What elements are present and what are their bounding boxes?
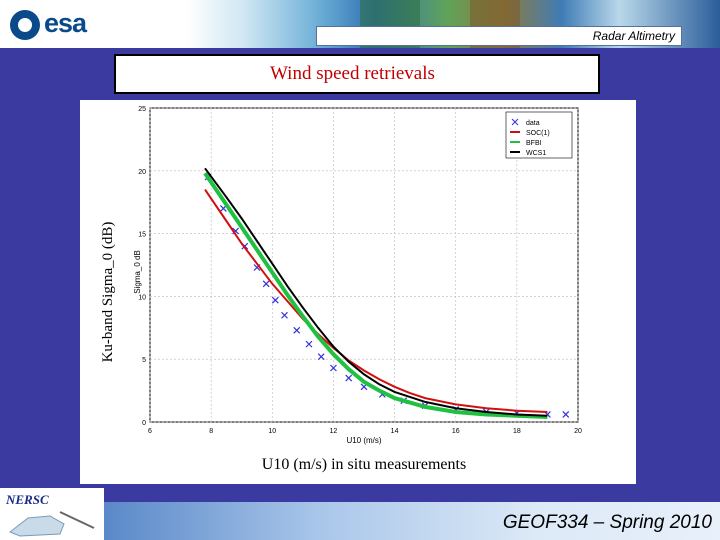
scatter-chart: 6 8 10 12 14 16 18 20 0 5 10 15 20 25 data SOC(1) BFBI W… [100, 106, 582, 473]
slide-title-box: Wind speed retrievals [114, 54, 600, 94]
scatter-figure: 6 8 10 12 14 16 18 20 0 5 10 15 20 25 data SOC(1) BFBI W… [80, 100, 636, 484]
legend-label: data [526, 120, 540, 127]
legend-label: WCS1 [526, 150, 546, 157]
slide-title: Wind speed retrievals [270, 63, 435, 84]
y-tick-label: 25 [138, 106, 146, 113]
x-tick-label: 20 [574, 428, 582, 435]
series-line [203, 172, 548, 419]
model-curves [203, 167, 548, 419]
footer-text: GEOF334 – Spring 2010 [502, 512, 712, 533]
y-tick-label: 5 [142, 357, 146, 364]
data-point [262, 280, 270, 288]
x-tick-label: 8 [209, 428, 213, 435]
legend-label: BFBI [526, 140, 542, 147]
data-point [271, 296, 279, 304]
x-tick-label: 14 [391, 428, 399, 435]
header-banner: esa Radar Altimetry [0, 0, 720, 48]
data-point [293, 326, 301, 334]
data-point [281, 311, 288, 319]
tick-labels: 6 8 10 12 14 16 18 20 0 5 10 15 20 25 [138, 106, 582, 435]
y-tick-label: 10 [138, 294, 146, 301]
x-tick-label: 10 [268, 428, 276, 435]
section-label-bar: Radar Altimetry [316, 26, 682, 46]
data-point [345, 374, 353, 382]
x-tick-label: 18 [513, 428, 521, 435]
y-tick-label: 20 [138, 169, 146, 176]
series-line [204, 167, 548, 417]
x-tick-label: 16 [452, 428, 460, 435]
footer-bar: GEOF334 – Spring 2010 [104, 502, 720, 540]
nersc-logo: NERSC [0, 488, 104, 540]
y-tick-label: 0 [142, 420, 146, 427]
data-point [305, 340, 313, 348]
x-tick-label: 6 [148, 428, 152, 435]
x-tick-label: 12 [330, 428, 338, 435]
outer-xlabel: U10 (m/s) in situ measurements [262, 456, 466, 473]
nersc-logo-text: NERSC [6, 492, 49, 507]
inner-ylabel: Sigma_0 dB [133, 250, 142, 294]
y-tick-label: 15 [138, 232, 146, 239]
data-point [317, 353, 325, 361]
polar-bear-icon [9, 511, 95, 537]
outer-ylabel: Ku-band Sigma_0 (dB) [100, 222, 116, 363]
section-label: Radar Altimetry [592, 29, 675, 43]
data-point [330, 364, 337, 372]
inner-xlabel: U10 (m/s) [346, 436, 381, 445]
esa-logo-text: esa [44, 8, 87, 38]
data-point [562, 411, 570, 418]
legend: data SOC(1) BFBI WCS1 [510, 118, 550, 157]
legend-marker [511, 118, 519, 126]
legend-label: SOC(1) [526, 130, 550, 137]
esa-logo-mark-icon [10, 10, 40, 40]
esa-logo: esa [6, 8, 116, 42]
